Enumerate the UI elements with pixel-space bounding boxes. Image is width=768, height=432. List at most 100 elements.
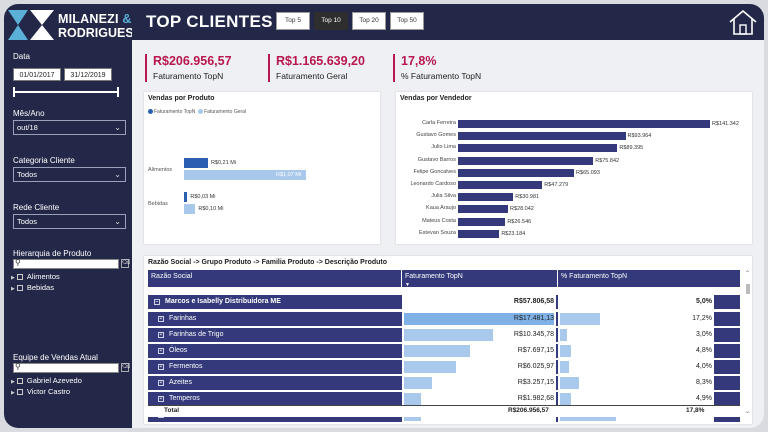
bar-vendedor[interactable] [458, 193, 514, 202]
expand-icon[interactable]: + [158, 380, 164, 386]
data-label: R$1,07 Mi [276, 172, 302, 178]
matrix-parent-row[interactable]: − Marcos e Isabelly Distribuidora ME R$57… [148, 295, 740, 309]
data-label: R$0,03 Mi [190, 194, 216, 200]
row-value: R$3.257,15 [517, 379, 554, 386]
date-start-input[interactable]: 01/01/2017 [13, 68, 61, 81]
kpi-accent-bar [393, 54, 395, 82]
eraser-icon[interactable]: ⌫ [121, 363, 131, 372]
row-pct-cell: 17,2% [558, 312, 714, 326]
col-razao-social[interactable]: Razão Social [148, 270, 402, 287]
value-databar [404, 313, 554, 325]
table-row[interactable]: + Farinhas de Trigo R$10.345,78 3,0% [148, 328, 740, 342]
expand-icon[interactable]: + [158, 348, 164, 354]
checkbox[interactable] [16, 274, 23, 280]
col-percent-faturamento[interactable]: % Faturamento TopN [561, 273, 628, 280]
row-label: + Azeites [148, 376, 400, 390]
sort-desc-icon[interactable]: ▼ [405, 282, 410, 288]
expand-icon[interactable]: + [158, 364, 164, 370]
categoria-cliente-value: Todos [17, 170, 38, 179]
table-row[interactable]: + Fermentos R$6.025,97 4,0% [148, 360, 740, 374]
mes-ano-dropdown[interactable]: out/18 ⌄ [13, 120, 126, 135]
data-label: R$93.964 [627, 133, 652, 140]
collapse-icon[interactable]: − [154, 299, 160, 305]
bar-vendedor[interactable] [458, 156, 594, 165]
date-end-input[interactable]: 31/12/2019 [64, 68, 112, 81]
rede-cliente-value: Todos [17, 217, 38, 226]
filter-sidebar: MILANEZI & RODRIGUES Data 01/01/2017 31/… [4, 4, 134, 428]
expand-arrow-icon[interactable]: ▶ [11, 379, 15, 385]
equipe-search-input[interactable]: ⚲ [13, 362, 119, 373]
expand-arrow-icon[interactable]: ▶ [11, 286, 15, 292]
row-label: + Óleos [148, 344, 400, 358]
col-faturamento-topn[interactable]: Faturamento TopN ▼ [402, 270, 558, 288]
bar-vendedor[interactable] [458, 205, 508, 214]
tab-top-20[interactable]: Top 20 [352, 12, 386, 30]
tab-top-50[interactable]: Top 50 [390, 12, 424, 30]
categoria-cliente-dropdown[interactable]: Todos ⌄ [13, 167, 126, 182]
kpi-value: R$1.165.639,20 [276, 54, 365, 68]
bar-vendedor[interactable] [458, 181, 543, 189]
slider-start-handle[interactable] [13, 87, 15, 97]
bar-faturamento-topn[interactable] [184, 158, 208, 168]
checkbox[interactable] [16, 378, 23, 384]
scroll-up-icon[interactable]: ⌃ [745, 271, 751, 277]
category-label: Julio Lima [431, 144, 456, 151]
table-row[interactable]: + Azeites R$3.257,15 8,3% [148, 376, 740, 390]
legend-label-topn[interactable]: Faturamento TopN [154, 109, 196, 115]
category-label: Bebidas [148, 201, 168, 207]
tab-top-10[interactable]: Top 10 [314, 12, 348, 30]
vendas-produto-chart: Vendas por Produto Faturamento TopN Fatu… [144, 92, 380, 244]
chevron-down-icon: ⌄ [114, 217, 121, 226]
data-label: R$141.342 [712, 121, 739, 127]
chart-legend: Faturamento TopN Faturamento Geral [148, 109, 246, 115]
bar-vendedor[interactable] [458, 144, 618, 153]
expand-icon[interactable]: + [158, 332, 164, 338]
kpi-accent-bar [268, 54, 270, 82]
scroll-thumb[interactable] [746, 284, 750, 294]
table-row[interactable]: + Temperos R$1.982,68 4,9% [148, 392, 740, 406]
bar-vendedor[interactable] [458, 168, 575, 177]
bar-faturamento-geral[interactable] [184, 170, 306, 180]
hierarquia-search-input[interactable]: ⚲ [13, 258, 119, 269]
brand-logo: MILANEZI & RODRIGUES [8, 10, 134, 44]
expand-icon[interactable]: + [158, 316, 164, 322]
matrix-scrollbar[interactable]: ⌃ ⌄ [744, 270, 752, 420]
legend-label-geral[interactable]: Faturamento Geral [204, 109, 247, 115]
expand-icon[interactable]: + [158, 396, 164, 402]
row-pct-cell: 4,0% [558, 360, 714, 374]
bar-faturamento-geral[interactable] [184, 204, 196, 214]
row-pct-cell: 4,8% [558, 344, 714, 358]
rede-cliente-dropdown[interactable]: Todos ⌄ [13, 214, 126, 229]
chart-title: Vendas por Produto [148, 95, 215, 102]
bar-vendedor[interactable] [458, 132, 626, 141]
slider-end-handle[interactable] [117, 87, 119, 97]
eraser-icon[interactable]: ⌫ [121, 259, 131, 268]
tree-item-bebidas[interactable]: ▶ Bebidas [11, 283, 54, 292]
scroll-down-icon[interactable]: ⌄ [745, 409, 751, 415]
home-icon[interactable] [728, 8, 758, 36]
tab-top-5[interactable]: Top 5 [276, 12, 310, 30]
tree-item-gabriel-azevedo[interactable]: ▶ Gabriel Azevedo [11, 376, 82, 385]
checkbox[interactable] [16, 285, 23, 291]
table-row[interactable]: + Óleos R$7.697,15 4,8% [148, 344, 740, 358]
total-label: Total [164, 407, 180, 414]
row-label: + Farinhas de Trigo [148, 328, 400, 342]
bar-vendedor[interactable] [458, 217, 506, 226]
date-range-slider[interactable] [13, 87, 119, 97]
row-pct: 4,9% [696, 395, 712, 402]
tree-item-alimentos[interactable]: ▶ Alimentos [11, 272, 60, 281]
checkbox[interactable] [16, 389, 23, 395]
bar-vendedor[interactable] [458, 120, 710, 128]
table-row[interactable]: + Farinhas R$17.481,13 17,2% [148, 312, 740, 326]
bar-vendedor[interactable] [458, 229, 500, 238]
tree-item-victor-castro[interactable]: ▶ Victor Castro [11, 387, 71, 396]
data-label: R$26.546 [507, 218, 532, 225]
row-value-cell: R$17.481,13 [402, 312, 556, 326]
bar-faturamento-topn[interactable] [184, 192, 188, 202]
expand-arrow-icon[interactable]: ▶ [11, 390, 15, 396]
expand-arrow-icon[interactable]: ▶ [11, 275, 15, 281]
category-label: Felipe Goncalves [413, 168, 457, 175]
row-name: Farinhas [169, 315, 197, 322]
category-label: Estevan Souza [419, 229, 456, 236]
pct-databar [560, 361, 570, 373]
